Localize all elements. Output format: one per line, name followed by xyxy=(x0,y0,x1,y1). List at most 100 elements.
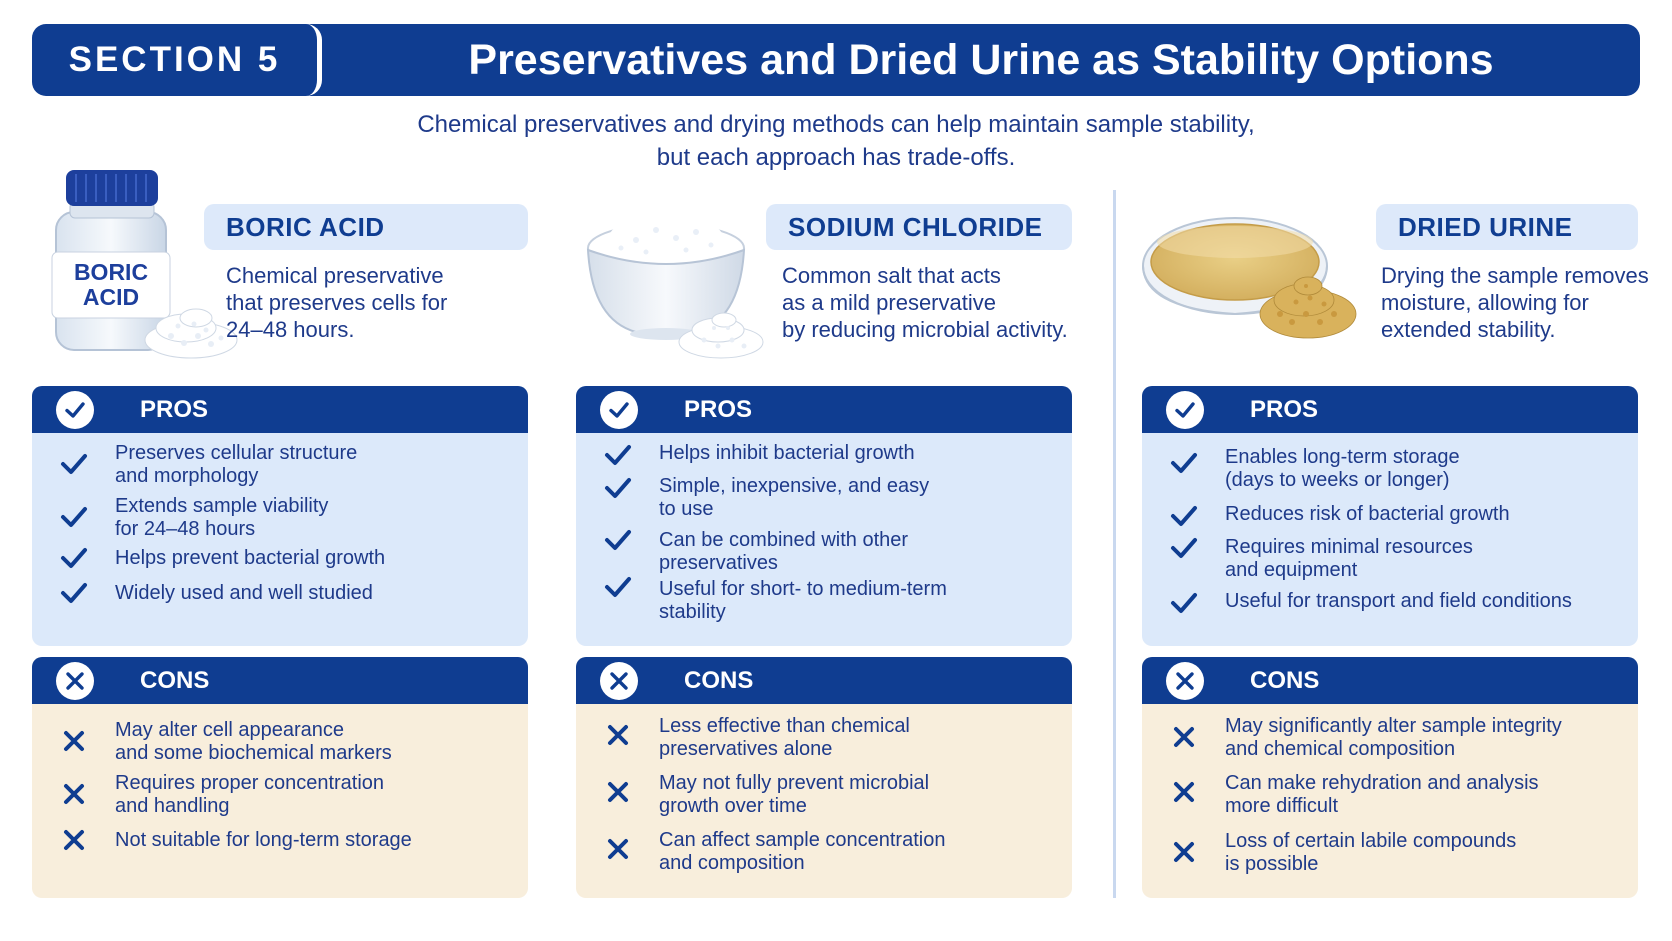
cons-title: CONS xyxy=(684,666,754,694)
check-icon xyxy=(61,454,87,474)
check-icon xyxy=(605,577,631,597)
column-sodium-chloride: SODIUM CHLORIDE Common salt that acts as… xyxy=(576,0,1072,941)
item-line: stability xyxy=(659,601,726,623)
x-icon xyxy=(1174,727,1194,747)
description-line: Drying the sample removes xyxy=(1381,263,1649,288)
pros-header: PROS xyxy=(32,386,528,433)
item-line: Helps inhibit bacterial growth xyxy=(659,442,915,464)
pros-panel: PROS Preserves cellular structure and mor… xyxy=(32,386,528,646)
item-line: Preserves cellular structure xyxy=(115,442,358,464)
cons-header: CONS xyxy=(1142,657,1638,704)
check-icon xyxy=(605,445,631,465)
pros-title: PROS xyxy=(140,395,209,423)
pros-header: PROS xyxy=(576,386,1072,433)
item-line: is possible xyxy=(1225,853,1319,875)
check-icon xyxy=(61,548,87,568)
pros-title: PROS xyxy=(1250,395,1319,423)
description-line: that preserves cells for xyxy=(226,290,448,315)
jar-label: ACID xyxy=(83,284,139,310)
item-line: Requires proper concentration xyxy=(115,772,385,794)
item-line: Can be combined with other xyxy=(659,529,909,551)
item-line: and chemical composition xyxy=(1225,738,1456,760)
check-icon xyxy=(61,583,87,603)
x-icon xyxy=(64,830,84,850)
description-line: Common salt that acts xyxy=(782,263,1001,288)
section-label: SECTION 5 xyxy=(32,24,322,96)
cons-panel: CONS Less effective than chemical preserv… xyxy=(576,657,1072,898)
item-line: Reduces risk of bacterial growth xyxy=(1225,503,1510,525)
x-icon xyxy=(608,725,628,745)
item-line: Less effective than chemical xyxy=(659,715,910,737)
item-line: Can affect sample concentration xyxy=(659,829,946,851)
item-line: Widely used and well studied xyxy=(115,582,373,604)
section-header: SECTION 5 Preservatives and Dried Urine … xyxy=(32,24,1640,96)
item-line: Simple, inexpensive, and easy xyxy=(659,475,930,497)
x-icon xyxy=(64,731,84,751)
x-circle-icon xyxy=(1166,661,1204,700)
description-line: 24–48 hours. xyxy=(226,317,355,342)
item-line: Can make rehydration and analysis xyxy=(1225,772,1539,794)
subtitle-line: but each approach has trade-offs. xyxy=(656,144,1016,171)
column-title: BORIC ACID xyxy=(204,204,528,250)
item-line: more difficult xyxy=(1225,795,1339,817)
pros-title: PROS xyxy=(684,395,753,423)
pros-header: PROS xyxy=(1142,386,1638,433)
check-circle-icon xyxy=(56,390,94,429)
subtitle: Chemical preservatives and drying method… xyxy=(336,108,1336,174)
check-icon xyxy=(605,478,631,498)
description-line: by reducing microbial activity. xyxy=(782,317,1068,342)
item-line: Not suitable for long-term storage xyxy=(115,829,412,851)
item-line: for 24–48 hours xyxy=(115,518,256,540)
jar-icon: BORIC ACID xyxy=(46,168,246,368)
description-line: extended stability. xyxy=(1381,317,1556,342)
item-line: Helps prevent bacterial growth xyxy=(115,547,386,569)
item-line: and composition xyxy=(659,852,805,874)
column-description: Common salt that acts as a mild preserva… xyxy=(782,262,1068,343)
item-line: Loss of certain labile compounds xyxy=(1225,830,1517,852)
item-line: preservatives xyxy=(659,552,778,574)
x-circle-icon xyxy=(600,661,638,700)
item-line: Enables long-term storage xyxy=(1225,446,1460,468)
check-icon xyxy=(1171,593,1197,613)
salt-bowl-icon xyxy=(576,200,776,370)
description-line: Chemical preservative xyxy=(226,263,444,288)
check-circle-icon xyxy=(1166,390,1204,429)
item-line: (days to weeks or longer) xyxy=(1225,469,1450,491)
column-dried-urine: DRIED URINE Drying the sample removes mo… xyxy=(1142,0,1649,941)
item-line: Useful for transport and field condition… xyxy=(1225,590,1572,612)
column-divider xyxy=(1113,190,1116,898)
x-icon xyxy=(1174,782,1194,802)
description-line: moisture, allowing for xyxy=(1381,290,1589,315)
cons-header: CONS xyxy=(32,657,528,704)
check-icon xyxy=(1171,506,1197,526)
check-icon xyxy=(1171,453,1197,473)
check-circle-icon xyxy=(600,390,638,429)
column-title: SODIUM CHLORIDE xyxy=(766,204,1072,250)
item-line: May significantly alter sample integrity xyxy=(1225,715,1562,737)
item-line: and equipment xyxy=(1225,559,1358,581)
description-line: as a mild preservative xyxy=(782,290,996,315)
cons-panel: CONS May alter cell appearance and some b… xyxy=(32,657,528,898)
x-icon xyxy=(608,839,628,859)
column-description: Chemical preservative that preserves cel… xyxy=(226,262,447,343)
item-line: Extends sample viability xyxy=(115,495,329,517)
column-boric-acid: BORIC ACID BORIC ACID Chemical preservat… xyxy=(32,0,528,941)
item-line: and some biochemical markers xyxy=(115,742,392,764)
cons-panel: CONS May significantly alter sample inte… xyxy=(1142,657,1638,898)
x-icon xyxy=(64,784,84,804)
check-icon xyxy=(605,530,631,550)
item-line: Requires minimal resources xyxy=(1225,536,1473,558)
item-line: May not fully prevent microbial xyxy=(659,772,930,794)
pros-panel: PROS Enables long-term storage (days to w… xyxy=(1142,386,1638,646)
item-line: and handling xyxy=(115,795,230,817)
item-line: May alter cell appearance xyxy=(115,719,345,741)
item-line: preservatives alone xyxy=(659,738,833,760)
jar-label: BORIC xyxy=(74,259,148,285)
column-title: DRIED URINE xyxy=(1376,204,1638,250)
item-line: Useful for short- to medium-term xyxy=(659,578,947,600)
x-circle-icon xyxy=(56,661,94,700)
item-line: and morphology xyxy=(115,465,259,487)
page-title: Preservatives and Dried Urine as Stabili… xyxy=(468,35,1494,84)
x-icon xyxy=(608,782,628,802)
item-line: to use xyxy=(659,498,714,520)
